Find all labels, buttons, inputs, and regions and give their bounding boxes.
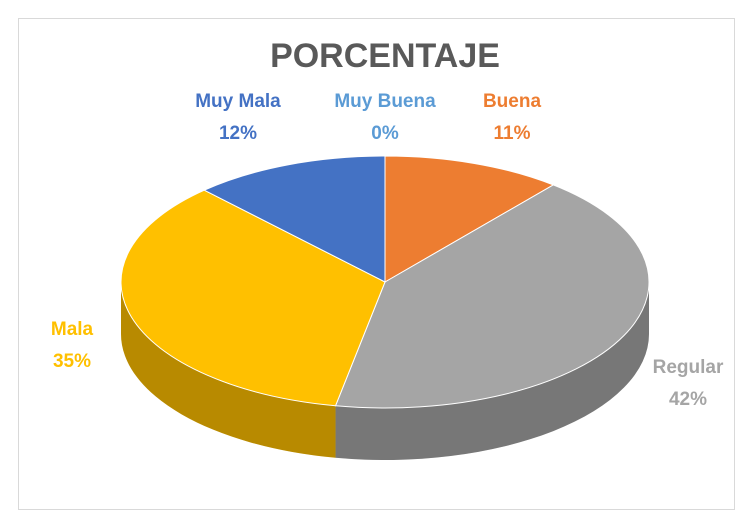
data-label-name: Mala <box>51 319 94 340</box>
data-label-value: 11% <box>494 123 531 144</box>
data-label-value: 0% <box>371 123 399 144</box>
data-label-name: Buena <box>483 91 542 112</box>
slice <box>120 189 386 407</box>
data-label-value: 12% <box>219 123 257 144</box>
chart-title: PORCENTAJE <box>270 37 500 75</box>
slice-side-shade <box>121 282 336 458</box>
data-label-name: Muy Mala <box>195 91 281 112</box>
slice <box>334 184 650 409</box>
slice-side <box>121 282 336 458</box>
data-label-value: 42% <box>669 389 707 410</box>
slice <box>203 155 386 283</box>
data-label-value: 35% <box>53 351 91 372</box>
data-label-name: Regular <box>653 357 724 378</box>
slice-side <box>335 282 649 460</box>
slice <box>384 155 555 283</box>
slice-side-shade <box>335 282 649 460</box>
data-label-name: Muy Buena <box>334 91 436 112</box>
